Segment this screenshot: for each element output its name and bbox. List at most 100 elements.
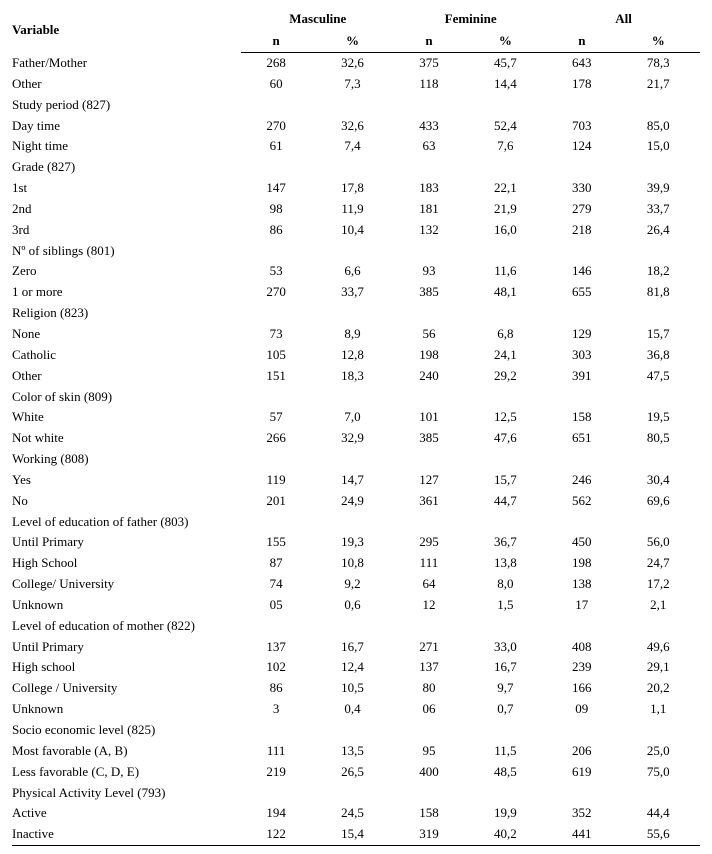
f-n: 385 bbox=[394, 428, 463, 449]
m-pct: 32,9 bbox=[311, 428, 394, 449]
a-n: 166 bbox=[547, 678, 616, 699]
a-n: 124 bbox=[547, 136, 616, 157]
section-label: Socio economic level (825) bbox=[12, 720, 700, 741]
row-label: High School bbox=[12, 553, 241, 574]
section-row: Nº of siblings (801) bbox=[12, 241, 700, 262]
table-row: College/ University749,2648,013817,2 bbox=[12, 574, 700, 595]
row-label: Less favorable (C, D, E) bbox=[12, 762, 241, 783]
a-n: 655 bbox=[547, 282, 616, 303]
m-pct: 33,7 bbox=[311, 282, 394, 303]
f-n: 118 bbox=[394, 74, 463, 95]
section-label: Level of education of mother (822) bbox=[12, 616, 700, 637]
a-pct: 21,7 bbox=[617, 74, 700, 95]
a-pct: 33,7 bbox=[617, 199, 700, 220]
m-pct: 8,9 bbox=[311, 324, 394, 345]
a-pct: 49,6 bbox=[617, 637, 700, 658]
m-pct: 19,3 bbox=[311, 532, 394, 553]
a-n: 352 bbox=[547, 803, 616, 824]
table-row: Less favorable (C, D, E)21926,540048,561… bbox=[12, 762, 700, 783]
section-label: Level of education of father (803) bbox=[12, 512, 700, 533]
row-label: Father/Mother bbox=[12, 53, 241, 74]
f-n: 400 bbox=[394, 762, 463, 783]
m-n: 3 bbox=[241, 699, 310, 720]
a-n: 138 bbox=[547, 574, 616, 595]
m-pct: 10,8 bbox=[311, 553, 394, 574]
table-row: Catholic10512,819824,130336,8 bbox=[12, 345, 700, 366]
table-row: Unknown30,4060,7091,1 bbox=[12, 699, 700, 720]
a-pct: 15,7 bbox=[617, 324, 700, 345]
f-n: 95 bbox=[394, 741, 463, 762]
f-pct: 47,6 bbox=[464, 428, 547, 449]
m-pct: 26,5 bbox=[311, 762, 394, 783]
f-pct: 24,1 bbox=[464, 345, 547, 366]
section-label: Color of skin (809) bbox=[12, 387, 700, 408]
a-pct: 25,0 bbox=[617, 741, 700, 762]
m-n: 266 bbox=[241, 428, 310, 449]
m-n: 86 bbox=[241, 220, 310, 241]
table-row: None738,9566,812915,7 bbox=[12, 324, 700, 345]
a-n: 651 bbox=[547, 428, 616, 449]
row-label: Other bbox=[12, 74, 241, 95]
row-label: 2nd bbox=[12, 199, 241, 220]
m-n: 270 bbox=[241, 116, 310, 137]
m-pct: 13,5 bbox=[311, 741, 394, 762]
sub-n: n bbox=[394, 30, 463, 53]
a-n: 303 bbox=[547, 345, 616, 366]
table-row: High school10212,413716,723929,1 bbox=[12, 657, 700, 678]
a-n: 330 bbox=[547, 178, 616, 199]
m-n: 111 bbox=[241, 741, 310, 762]
f-n: 319 bbox=[394, 824, 463, 845]
a-n: 239 bbox=[547, 657, 616, 678]
m-pct: 9,2 bbox=[311, 574, 394, 595]
sub-pct: % bbox=[311, 30, 394, 53]
a-n: 450 bbox=[547, 532, 616, 553]
f-pct: 45,7 bbox=[464, 53, 547, 74]
table-row: White577,010112,515819,5 bbox=[12, 407, 700, 428]
a-n: 129 bbox=[547, 324, 616, 345]
header-variable: Variable bbox=[12, 8, 241, 53]
a-n: 146 bbox=[547, 261, 616, 282]
sub-pct: % bbox=[617, 30, 700, 53]
a-pct: 2,1 bbox=[617, 595, 700, 616]
f-pct: 8,0 bbox=[464, 574, 547, 595]
a-pct: 78,3 bbox=[617, 53, 700, 74]
a-n: 562 bbox=[547, 491, 616, 512]
m-pct: 12,4 bbox=[311, 657, 394, 678]
table-row: Until Primary13716,727133,040849,6 bbox=[12, 637, 700, 658]
section-row: Study period (827) bbox=[12, 95, 700, 116]
m-n: 219 bbox=[241, 762, 310, 783]
table-row: 1 or more27033,738548,165581,8 bbox=[12, 282, 700, 303]
f-n: 63 bbox=[394, 136, 463, 157]
section-row: Socio economic level (825) bbox=[12, 720, 700, 741]
f-n: 271 bbox=[394, 637, 463, 658]
m-n: 268 bbox=[241, 53, 310, 74]
a-n: 218 bbox=[547, 220, 616, 241]
table-row: Father/Mother26832,637545,764378,3 bbox=[12, 53, 700, 74]
f-n: 181 bbox=[394, 199, 463, 220]
m-pct: 32,6 bbox=[311, 116, 394, 137]
m-n: 74 bbox=[241, 574, 310, 595]
m-pct: 32,6 bbox=[311, 53, 394, 74]
row-label: Catholic bbox=[12, 345, 241, 366]
sub-n: n bbox=[241, 30, 310, 53]
row-label: Night time bbox=[12, 136, 241, 157]
f-pct: 22,1 bbox=[464, 178, 547, 199]
table-row: 3rd8610,413216,021826,4 bbox=[12, 220, 700, 241]
m-pct: 18,3 bbox=[311, 366, 394, 387]
m-n: 102 bbox=[241, 657, 310, 678]
f-n: 127 bbox=[394, 470, 463, 491]
a-n: 643 bbox=[547, 53, 616, 74]
a-pct: 15,0 bbox=[617, 136, 700, 157]
a-n: 408 bbox=[547, 637, 616, 658]
a-n: 17 bbox=[547, 595, 616, 616]
m-pct: 17,8 bbox=[311, 178, 394, 199]
section-row: Physical Activity Level (793) bbox=[12, 783, 700, 804]
table-row: 2nd9811,918121,927933,7 bbox=[12, 199, 700, 220]
a-pct: 18,2 bbox=[617, 261, 700, 282]
section-label: Religion (823) bbox=[12, 303, 700, 324]
f-n: 101 bbox=[394, 407, 463, 428]
m-n: 155 bbox=[241, 532, 310, 553]
f-pct: 19,9 bbox=[464, 803, 547, 824]
row-label: Yes bbox=[12, 470, 241, 491]
f-pct: 1,5 bbox=[464, 595, 547, 616]
